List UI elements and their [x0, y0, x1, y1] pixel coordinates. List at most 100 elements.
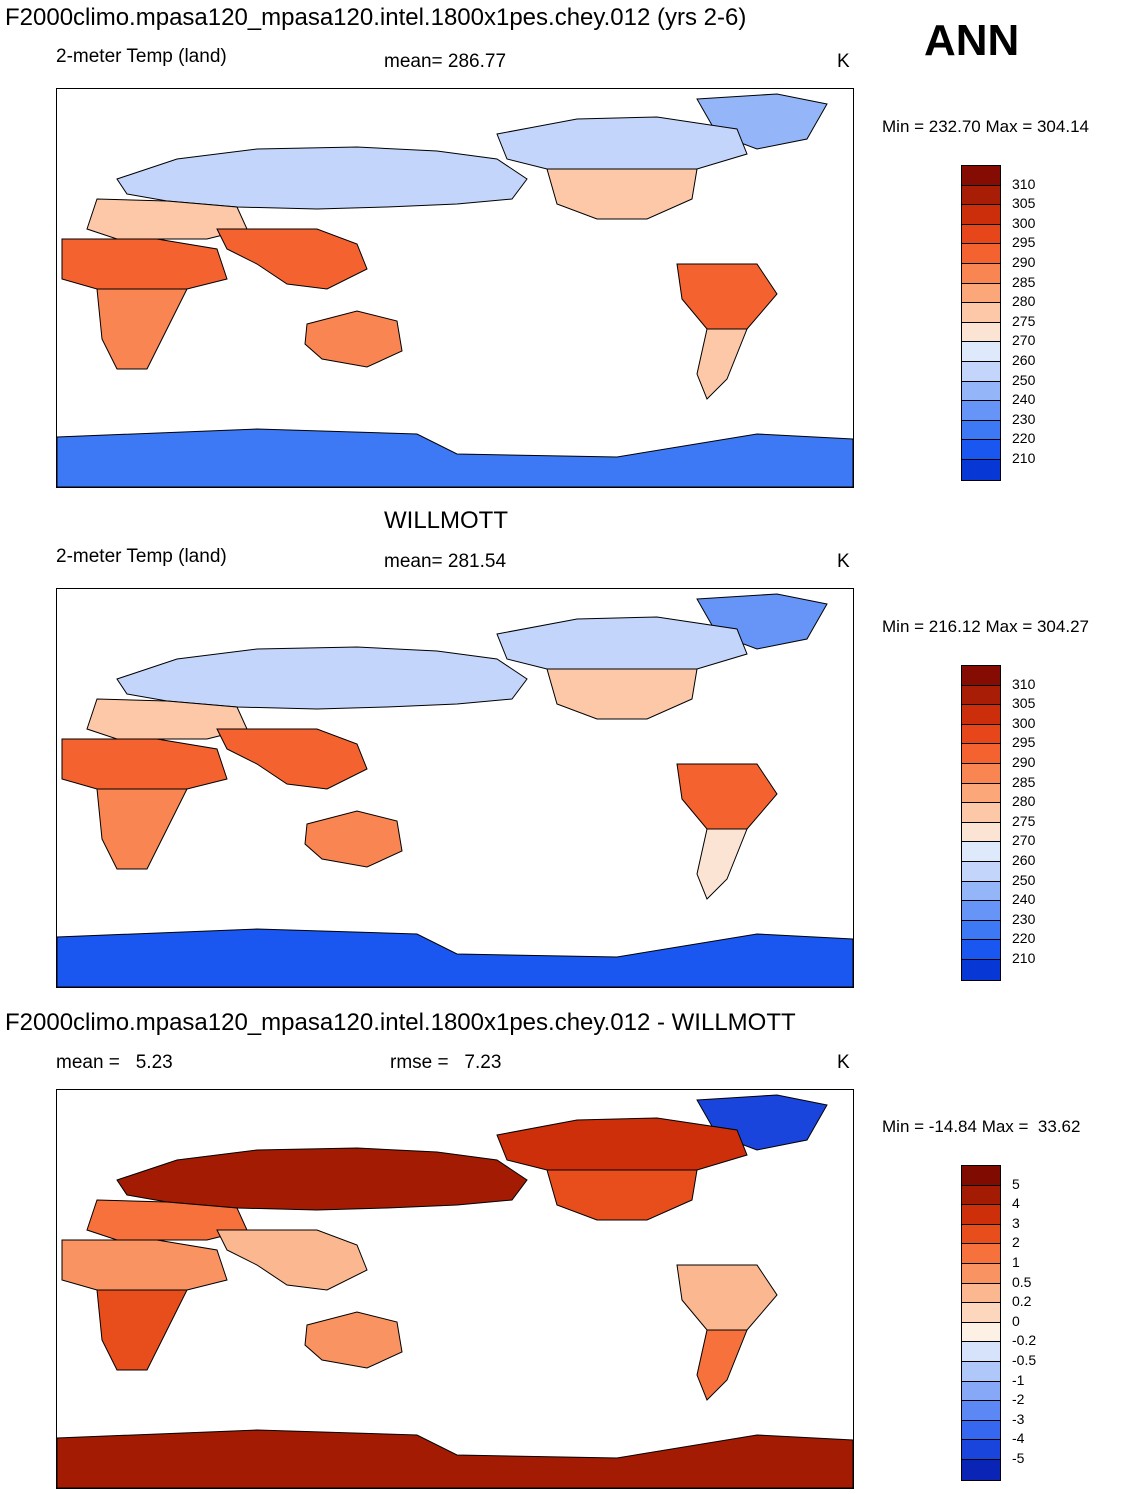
region-usa — [546, 168, 698, 220]
colorbar-tick-label: 250 — [1012, 871, 1036, 888]
colorbar-segment — [962, 1244, 1000, 1264]
colorbar-segment — [962, 783, 1000, 804]
region-antarctica — [57, 928, 853, 987]
region-amazon — [676, 263, 778, 330]
colorbar-tick-label: 275 — [1012, 812, 1036, 829]
colorbar-tick-label: 250 — [1012, 371, 1036, 388]
colorbar-segment — [962, 920, 1000, 941]
colorbar-tick-label: -5 — [1012, 1450, 1025, 1466]
colorbar-tick-label: 220 — [1012, 930, 1036, 947]
panel1-title: F2000climo.mpasa120_mpasa120.intel.1800x… — [5, 4, 747, 31]
panel2-left-label: 2-meter Temp (land) — [56, 546, 227, 567]
colorbar-tick-label: 260 — [1012, 852, 1036, 868]
colorbar-tick-label: 240 — [1012, 391, 1036, 408]
region-india — [216, 228, 368, 290]
colorbar-segment — [962, 803, 1000, 823]
colorbar-segment — [962, 420, 1000, 441]
colorbar-segment — [962, 166, 1000, 186]
colorbar-tick-label: 230 — [1012, 910, 1036, 927]
colorbar-tick-label: -4 — [1012, 1430, 1025, 1447]
colorbar-segment — [962, 1205, 1000, 1225]
colorbar-segment — [962, 842, 1000, 862]
colorbar-segment — [962, 1283, 1000, 1304]
colorbar-tick-label: 290 — [1012, 254, 1036, 270]
region-southern-africa — [96, 288, 188, 370]
colorbar-segment — [962, 685, 1000, 706]
panel3-units: K — [837, 1052, 850, 1073]
colorbar-tick-label: 310 — [1012, 675, 1036, 692]
colorbar-segment — [962, 1303, 1000, 1323]
colorbar-tick-label: 260 — [1012, 352, 1036, 368]
colorbar-segment — [962, 401, 1000, 421]
colorbar-tick-label: -0.2 — [1012, 1332, 1037, 1349]
panel1-mean-label: mean= 286.77 — [384, 51, 507, 72]
panel1-minmax: Min = 232.70 Max = 304.14 — [882, 117, 1089, 136]
colorbar-segment — [962, 1361, 1000, 1382]
colorbar-tick-label: 210 — [1012, 950, 1036, 966]
season-label: ANN — [924, 16, 1020, 65]
colorbar-segment — [962, 361, 1000, 382]
panel3-title: F2000climo.mpasa120_mpasa120.intel.1800x… — [5, 1009, 796, 1036]
colorbar-segment — [962, 342, 1000, 362]
colorbar-tick-label: 275 — [1012, 312, 1036, 329]
map-svg — [57, 593, 853, 987]
colorbar-tick-label: 0 — [1012, 1312, 1020, 1329]
colorbar-segment — [962, 763, 1000, 784]
colorbar-segment — [962, 459, 1000, 480]
region-amazon — [676, 1264, 778, 1331]
colorbar-tick-label: 290 — [1012, 754, 1036, 770]
region-siberia — [116, 646, 528, 710]
colorbar-segment — [962, 901, 1000, 921]
region-canada — [496, 1117, 748, 1171]
region-antarctica — [57, 1429, 853, 1488]
colorbar-segment — [962, 1322, 1000, 1343]
colorbar-tick-label: 210 — [1012, 450, 1036, 466]
colorbar-segment — [962, 1166, 1000, 1186]
colorbar-tick-label: 300 — [1012, 214, 1036, 231]
colorbar-tick-label: 295 — [1012, 734, 1036, 751]
colorbar-segment — [962, 1381, 1000, 1402]
colorbar-tick-label: 300 — [1012, 714, 1036, 731]
panel1-units: K — [837, 51, 850, 72]
colorbar-segment — [962, 744, 1000, 764]
colorbar-segment — [962, 1420, 1000, 1441]
region-india — [216, 1229, 368, 1291]
colorbar-segment — [962, 705, 1000, 725]
colorbar-segment — [962, 440, 1000, 460]
panel2-mean-label: mean= 281.54 — [384, 551, 507, 572]
colorbar-segment — [962, 1185, 1000, 1206]
colorbar-tick-label: 220 — [1012, 430, 1036, 447]
colorbar-segment — [962, 185, 1000, 206]
colorbar-segment — [962, 244, 1000, 264]
panel1-map — [56, 88, 854, 488]
colorbar-tick-label: -2 — [1012, 1391, 1025, 1408]
panel1-colorbar — [961, 165, 1001, 481]
colorbar-segment — [962, 959, 1000, 980]
colorbar-segment — [962, 322, 1000, 343]
colorbar-tick-label: 285 — [1012, 273, 1036, 290]
region-antarctica — [57, 428, 853, 487]
colorbar-segment — [962, 224, 1000, 245]
colorbar-tick-label: 0.2 — [1012, 1293, 1032, 1310]
region-australia — [304, 310, 403, 368]
colorbar-tick-label: 1 — [1012, 1254, 1020, 1270]
panel2-minmax: Min = 216.12 Max = 304.27 — [882, 617, 1089, 636]
region-sahara — [61, 238, 228, 295]
colorbar-tick-label: 310 — [1012, 175, 1036, 192]
colorbar-tick-label: 305 — [1012, 695, 1036, 712]
panel2-colorbar — [961, 665, 1001, 981]
region-canada — [496, 616, 748, 670]
colorbar-segment — [962, 1342, 1000, 1362]
colorbar-segment — [962, 940, 1000, 960]
colorbar-segment — [962, 881, 1000, 902]
colorbar-segment — [962, 1401, 1000, 1421]
colorbar-segment — [962, 861, 1000, 882]
region-siberia — [116, 146, 528, 210]
panel2-units: K — [837, 551, 850, 572]
colorbar-tick-label: 4 — [1012, 1195, 1020, 1212]
colorbar-tick-label: -3 — [1012, 1410, 1025, 1427]
colorbar-tick-label: 280 — [1012, 793, 1036, 810]
region-australia — [304, 1311, 403, 1369]
panel3-rmse-label: rmse = 7.23 — [390, 1052, 502, 1073]
colorbar-segment — [962, 1224, 1000, 1245]
